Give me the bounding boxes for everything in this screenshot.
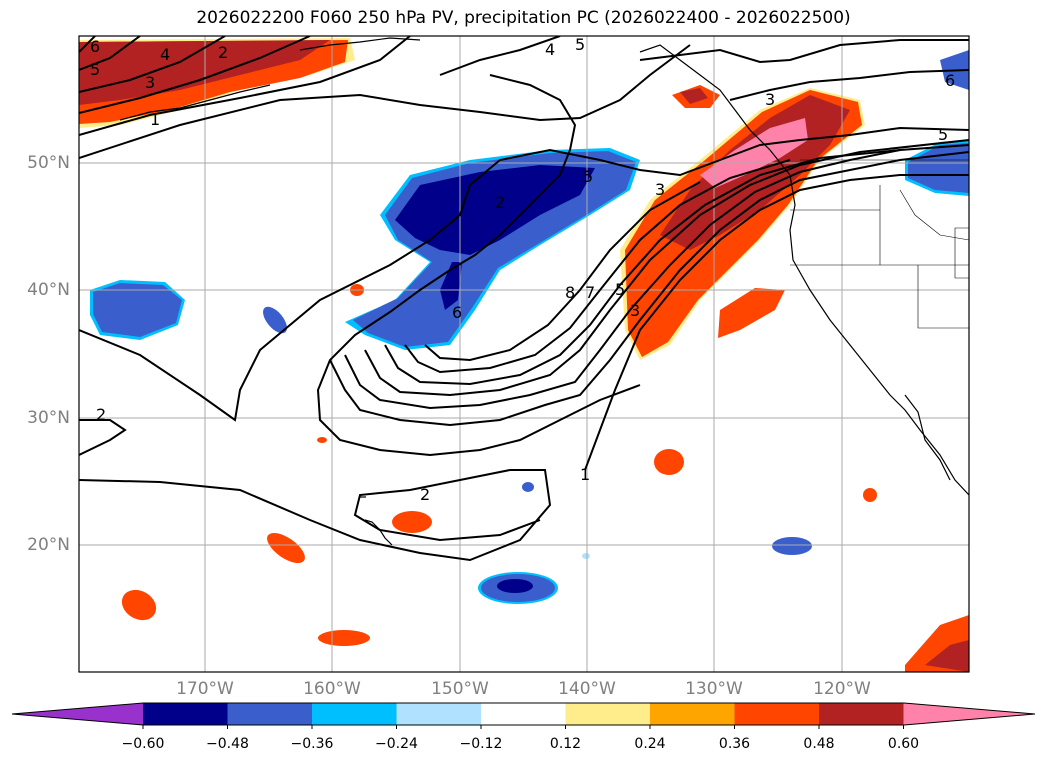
colorbar-outline: [11, 702, 1036, 726]
map-title: 2026022200 F060 250 hPa PV, precipitatio…: [196, 8, 851, 28]
pv-contours: [79, 36, 969, 562]
lon-label: 160°W: [303, 679, 361, 699]
colorbar-tick-label: −0.24: [375, 736, 418, 752]
colorbar-bin: [819, 703, 904, 725]
colorbar-tick-label: 0.48: [803, 736, 835, 752]
colorbar-bin: [143, 703, 228, 725]
contour-label: 6: [945, 71, 955, 90]
lat-label: 40°N: [27, 280, 70, 300]
contour-label: 2: [96, 405, 106, 424]
colorbar-bin: [734, 703, 820, 725]
contour-label: 3: [145, 73, 155, 92]
colorbar-tick-label: −0.48: [206, 736, 249, 752]
colorbar-tick-label: −0.12: [459, 736, 503, 752]
lat-label: 50°N: [27, 153, 70, 173]
colorbar-extend-high: [903, 703, 1035, 725]
colorbar-tick-label: 0.12: [549, 736, 582, 752]
lon-label: 140°W: [558, 679, 616, 699]
colorbar-tick-label: −0.60: [121, 736, 165, 752]
map-panel: 6 5 3 4 2 1 3 5 4 5 6 3 5 2 6 8 7 5 3 2 …: [78, 35, 970, 673]
contour-label: 3: [655, 180, 665, 199]
contour-label: 5: [938, 125, 948, 144]
colorbar-tick-label: 0.36: [718, 736, 751, 752]
map-frame: [78, 35, 970, 673]
contour-labels: 6 5 3 4 2 1 3 5 4 5 6 3 5 2 6 8 7 5 3 2 …: [90, 35, 955, 504]
colorbar-tick-label: −0.36: [290, 736, 334, 752]
lon-label: 120°W: [813, 679, 871, 699]
colorbar-bin: [312, 703, 397, 725]
colorbar-tick-label: 0.24: [634, 736, 666, 752]
colorbar-extend-low: [12, 703, 143, 725]
precip-negative-regions: [90, 50, 969, 604]
political-borders: [790, 159, 969, 329]
colorbar-bin: [396, 703, 482, 725]
colorbar-bin: [481, 703, 566, 725]
lon-label: 150°W: [431, 679, 489, 699]
contour-label: 5: [615, 280, 625, 299]
contour-label: 6: [452, 303, 462, 322]
contour-label: 4: [160, 45, 170, 64]
lon-label: 170°W: [176, 679, 234, 699]
colorbar-bin: [227, 703, 313, 725]
contour-label: 2: [420, 485, 430, 504]
colorbar-tick-label: 0.60: [887, 736, 920, 752]
contour-label: 1: [150, 110, 160, 129]
contour-label: 5: [90, 60, 100, 79]
contour-label: 5: [583, 167, 593, 186]
contour-label: 8: [565, 283, 575, 302]
lon-label: 130°W: [685, 679, 743, 699]
map-gridlines: [79, 36, 969, 672]
colorbar-bin: [565, 703, 651, 725]
lat-label: 20°N: [27, 535, 70, 555]
colorbar-bin: [650, 703, 735, 725]
contour-label: 3: [765, 90, 775, 109]
lat-label: 30°N: [27, 408, 70, 428]
contour-label: 3: [630, 301, 640, 320]
contour-label: 6: [90, 37, 100, 56]
contour-label: 4: [545, 40, 555, 59]
contour-label: 1: [580, 465, 590, 484]
contour-label: 5: [575, 35, 585, 54]
contour-label: 2: [218, 43, 228, 62]
contour-label: 2: [495, 193, 505, 212]
coastlines: [119, 37, 969, 546]
contour-label: 7: [585, 283, 595, 302]
